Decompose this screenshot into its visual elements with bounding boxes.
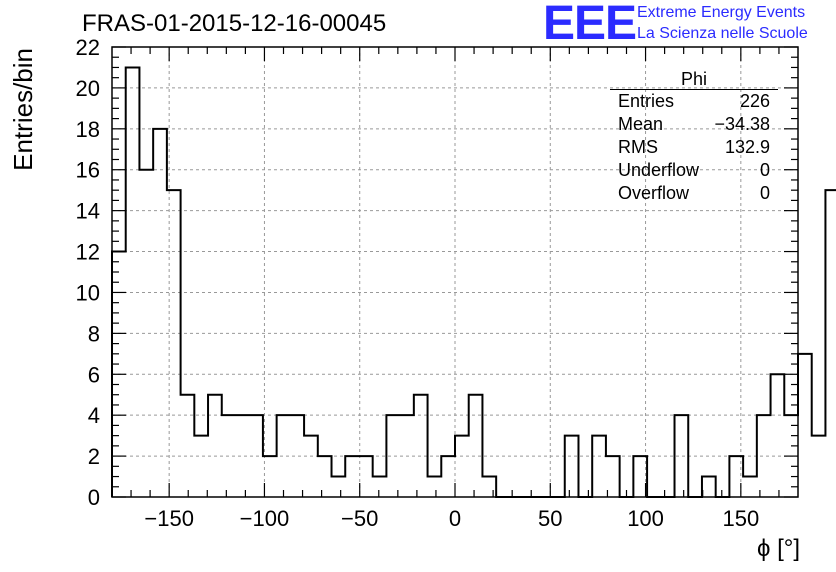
stats-label: Underflow: [618, 160, 700, 180]
histogram-bin: [428, 477, 442, 497]
stats-row-underflow: Underflow 0: [610, 159, 778, 182]
histogram-bin: [771, 374, 785, 497]
y-tick-label: 20: [76, 76, 100, 101]
stats-value: 0: [759, 183, 770, 203]
y-tick-label: 10: [76, 280, 100, 305]
x-tick-label: 0: [449, 506, 461, 531]
x-tick-label: 150: [722, 506, 759, 531]
stats-row-entries: Entries 226: [610, 90, 778, 113]
histogram-bin: [304, 436, 318, 497]
histogram-bin: [482, 477, 496, 497]
histogram-outline: [111, 66, 836, 498]
y-tick-label: 18: [76, 117, 100, 142]
stats-value: 132.9: [724, 137, 770, 157]
logo-line-1: Extreme Energy Events: [637, 4, 806, 21]
histogram-bin: [565, 436, 579, 497]
histogram-bin: [812, 436, 826, 497]
y-tick-label: 22: [76, 35, 100, 60]
x-tick-label: −100: [240, 506, 290, 531]
histogram-bin: [318, 456, 332, 497]
x-tick-labels: −150 −100 −50 0 50 100 150: [144, 506, 759, 531]
histogram-bin: [441, 456, 455, 497]
x-axis-label: ϕ [°]: [757, 535, 800, 562]
x-tick-label: 100: [627, 506, 664, 531]
histogram-bin: [153, 129, 167, 497]
histogram-bin: [798, 354, 812, 497]
histogram-bin: [414, 395, 428, 497]
histogram-bin: [359, 456, 373, 497]
histogram-bin: [208, 395, 222, 497]
histogram-bin: [139, 170, 153, 497]
x-tick-label: −150: [144, 506, 194, 531]
stats-row-overflow: Overflow 0: [610, 182, 778, 205]
y-axis-label: Entries/bin: [8, 48, 38, 171]
histogram-bin: [345, 456, 359, 497]
stats-value: 0: [759, 160, 770, 180]
y-tick-label: 0: [88, 485, 100, 510]
histogram-bin: [181, 395, 195, 497]
histogram-bin: [455, 436, 469, 497]
logo-line-2: La Scienza nelle Scuole: [637, 25, 808, 42]
stats-label: Overflow: [618, 183, 690, 203]
y-tick-labels: 0 2 4 6 8 10 12 14 16 18 20 22: [76, 35, 100, 510]
stats-value: −34.38: [714, 114, 770, 134]
histogram-bin: [332, 477, 346, 497]
histogram-bin: [702, 477, 716, 497]
histogram-bin: [373, 477, 387, 497]
stats-box: Phi Entries 226 Mean −34.38 RMS 132.9 Un…: [610, 70, 778, 205]
histogram-bin: [825, 190, 836, 497]
x-tick-label: −50: [341, 506, 378, 531]
y-tick-label: 2: [88, 444, 100, 469]
y-tick-label: 8: [88, 321, 100, 346]
x-tick-label: 50: [538, 506, 562, 531]
eee-logo: EEE: [543, 0, 637, 50]
stats-label: Mean: [618, 114, 664, 134]
histogram-bin: [126, 67, 140, 497]
chart-title: FRAS-01-2015-12-16-00045: [82, 10, 387, 37]
histogram-bin: [592, 436, 606, 497]
y-tick-label: 6: [88, 362, 100, 387]
stats-title: Phi: [610, 70, 778, 90]
y-tick-label: 12: [76, 240, 100, 265]
y-tick-label: 4: [88, 403, 100, 428]
stats-label: RMS: [618, 137, 658, 157]
stats-value: 226: [739, 91, 770, 111]
grid: [112, 47, 798, 497]
y-tick-label: 16: [76, 158, 100, 183]
axis-ticks: [112, 46, 798, 498]
histogram-bin: [469, 395, 483, 497]
y-tick-label: 14: [76, 199, 100, 224]
stats-label: Entries: [618, 91, 675, 111]
histogram-bin: [235, 415, 249, 497]
stats-row-rms: RMS 132.9: [610, 136, 778, 159]
histogram-bin: [743, 477, 757, 497]
histogram-bin: [194, 436, 208, 497]
stats-row-mean: Mean −34.38: [610, 113, 778, 136]
